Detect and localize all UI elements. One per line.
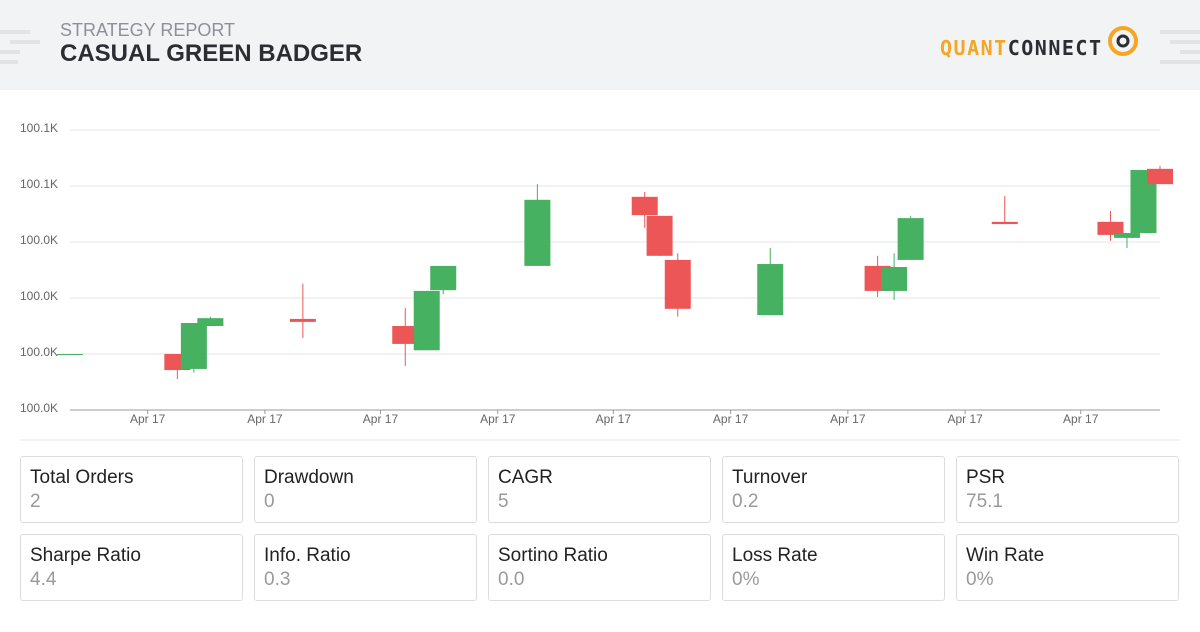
candle-body (1147, 168, 1173, 185)
metric-card: Drawdown 0 (254, 456, 477, 523)
metric-card: Total Orders 2 (20, 456, 243, 523)
x-tick-label: Apr 17 (363, 412, 399, 426)
brand: QUANTCONNECT (940, 36, 1103, 60)
x-tick-label: Apr 17 (480, 412, 516, 426)
header-decor (0, 26, 1200, 64)
candle-body (1113, 233, 1140, 238)
y-tick-label: 100.0K (20, 401, 58, 415)
chart: 100.0K 100.0K 100.0K 100.0K 100.1K 100.1K Apr … (20, 121, 1180, 441)
x-tick-label: Apr 17 (596, 412, 632, 426)
metric-card: Sortino Ratio 0.0 (488, 534, 711, 601)
metric-card: Sharpe Ratio 4.4 (20, 534, 243, 601)
metric-value: 5 (498, 491, 509, 512)
y-tick-label: 100.1K (20, 177, 58, 191)
metric-value: 0.2 (732, 491, 759, 512)
metric-card: Info. Ratio 0.3 (254, 534, 477, 601)
header: STRATEGY REPORT CASUAL GREEN BADGER QUAN… (0, 0, 1200, 90)
metric-label: Sharpe Ratio (30, 545, 141, 566)
candle-body (631, 196, 658, 216)
candle-body (646, 215, 673, 256)
candle-body (413, 290, 440, 351)
metric-label: Win Rate (966, 545, 1045, 566)
x-tick-label: Apr 17 (947, 412, 983, 426)
metric-card: Turnover 0.2 (722, 456, 945, 523)
metric-label: Info. Ratio (264, 545, 351, 566)
candle-body (757, 264, 784, 316)
metric-label: CAGR (498, 467, 553, 488)
metric-value: 0.0 (498, 569, 525, 590)
metric-label: Drawdown (264, 467, 354, 488)
candle-body (197, 318, 224, 326)
metric-value: 4.4 (30, 569, 57, 590)
x-tick-label: Apr 17 (713, 412, 749, 426)
candle-body (1097, 221, 1124, 235)
y-tick-label: 100.1K (20, 121, 58, 135)
metric-card: Loss Rate 0% (722, 534, 945, 601)
metric-card: CAGR 5 (488, 456, 711, 523)
metric-value: 0% (966, 569, 994, 590)
metric-label: Turnover (732, 467, 808, 488)
metric-card: PSR 75.1 (956, 456, 1179, 523)
candle-body (392, 326, 419, 344)
x-tick-label: Apr 17 (247, 412, 283, 426)
y-tick-label: 100.0K (20, 233, 58, 247)
y-tick-label: 100.0K (20, 289, 58, 303)
candle-body (180, 323, 207, 369)
x-tick-label: Apr 17 (1063, 412, 1099, 426)
x-tick-label: Apr 17 (830, 412, 866, 426)
metric-value: 0 (264, 491, 275, 512)
metric-value: 0.3 (264, 569, 291, 590)
metric-value: 75.1 (966, 491, 1003, 512)
brand-part: CONNECT (1007, 36, 1103, 60)
metric-value: 0% (732, 569, 760, 590)
candle-body (289, 318, 316, 322)
candle-body (897, 218, 924, 260)
candle-body (524, 199, 551, 266)
x-tick-label: Apr 17 (130, 412, 166, 426)
report-title: CASUAL GREEN BADGER (60, 40, 363, 67)
candle-body (664, 259, 691, 309)
metric-label: PSR (966, 467, 1006, 488)
metric-label: Loss Rate (732, 545, 818, 566)
metric-card: Win Rate 0% (956, 534, 1179, 601)
metric-label: Sortino Ratio (498, 545, 608, 566)
candle-body (430, 265, 457, 291)
brand-part: QUANT (940, 36, 1008, 60)
candle-body (991, 221, 1018, 225)
candle-body (57, 354, 83, 355)
report-kicker: STRATEGY REPORT (60, 20, 236, 40)
metric-value: 2 (30, 491, 41, 512)
candle-body (881, 267, 908, 291)
metric-label: Total Orders (30, 467, 134, 488)
y-tick-label: 100.0K (20, 345, 58, 359)
